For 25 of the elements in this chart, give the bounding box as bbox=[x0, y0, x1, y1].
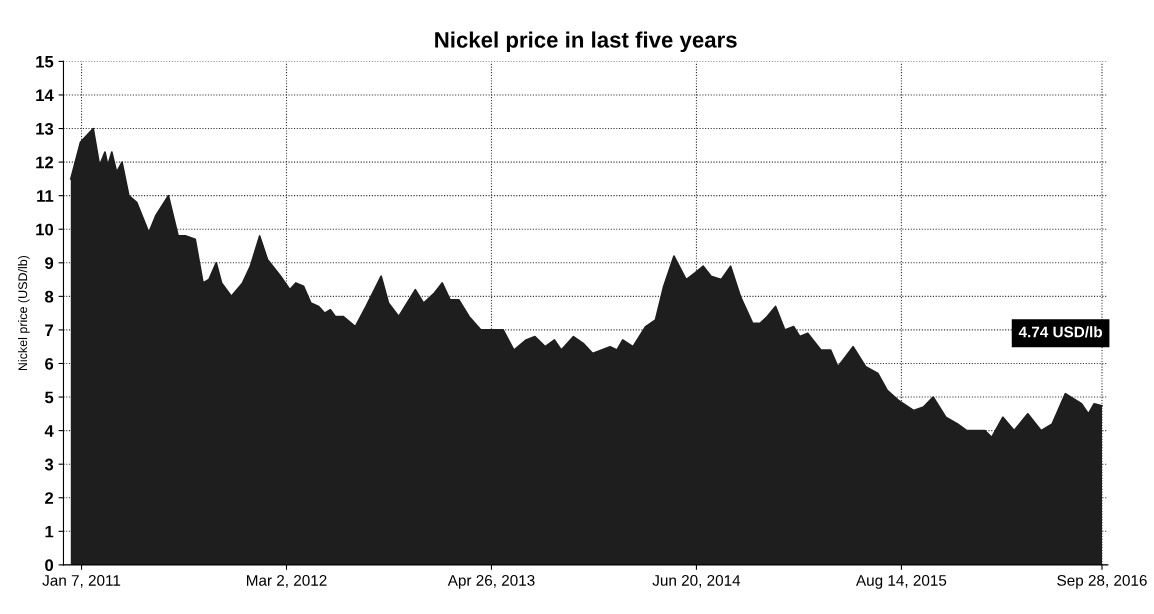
annotation: 4.74 USD/lb bbox=[1018, 326, 1102, 338]
y-tick-label: 1 bbox=[45, 525, 54, 538]
y-tick-label: 9 bbox=[45, 257, 54, 269]
y-tick-label: 11 bbox=[37, 190, 54, 202]
y-axis-title: Nickel price (USD/lb) bbox=[18, 255, 30, 371]
y-tick-label: 8 bbox=[45, 290, 54, 303]
y-tick-label: 7 bbox=[45, 324, 54, 336]
x-tick-label: Aug 14, 2015 bbox=[855, 575, 947, 589]
y-tick-label: 4 bbox=[44, 425, 54, 437]
x-tick-label: Apr 26, 2013 bbox=[447, 575, 535, 589]
x-tick-label: Mar 2, 2012 bbox=[246, 575, 327, 588]
y-tick-label: 2 bbox=[45, 492, 54, 504]
y-tick-label: 6 bbox=[45, 357, 54, 370]
y-tick-label: 10 bbox=[36, 223, 54, 236]
x-tick-label: Sep 28, 2016 bbox=[1057, 575, 1147, 589]
y-tick-label: 14 bbox=[36, 89, 54, 101]
y-tick-label: 13 bbox=[36, 122, 54, 135]
y-tick-label: 15 bbox=[36, 55, 54, 68]
x-tick-label: Jun 20, 2014 bbox=[652, 575, 741, 588]
chart-title: Nickel price in last five years bbox=[435, 31, 737, 53]
y-tick-label: 3 bbox=[44, 458, 54, 471]
y-tick-label: 12 bbox=[36, 156, 54, 169]
y-tick-label: 5 bbox=[44, 391, 54, 404]
x-tick-label: Jan 7, 2011 bbox=[42, 575, 121, 588]
y-tick-label: 0 bbox=[45, 559, 54, 572]
